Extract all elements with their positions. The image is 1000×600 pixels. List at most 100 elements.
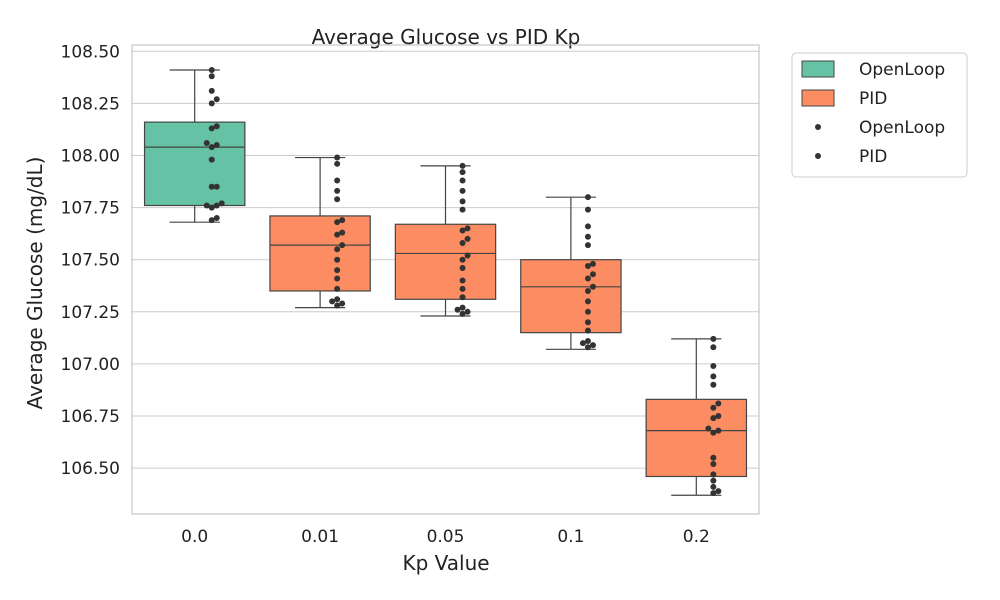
data-point xyxy=(715,413,722,420)
data-point xyxy=(464,235,471,242)
data-point xyxy=(213,123,220,130)
data-point xyxy=(459,240,466,247)
legend-marker xyxy=(815,153,821,159)
data-point xyxy=(208,204,215,211)
y-tick-label: 108.50 xyxy=(61,42,120,62)
box-0.01 xyxy=(269,156,371,309)
data-point xyxy=(715,400,722,407)
data-point xyxy=(208,144,215,151)
legend-label: OpenLoop xyxy=(859,60,945,80)
data-point xyxy=(334,296,341,303)
data-point xyxy=(710,404,717,411)
data-point xyxy=(459,256,466,263)
x-tick-label: 0.1 xyxy=(557,527,584,547)
data-point xyxy=(203,139,210,146)
data-point xyxy=(710,477,717,484)
data-point xyxy=(459,169,466,176)
data-point xyxy=(459,187,466,194)
data-point xyxy=(339,217,346,224)
y-tick-label: 108.00 xyxy=(61,146,120,166)
data-point xyxy=(579,340,586,347)
data-point xyxy=(459,177,466,184)
data-point xyxy=(584,223,591,230)
data-point xyxy=(208,156,215,163)
data-point xyxy=(334,267,341,274)
data-point xyxy=(589,283,596,290)
data-point xyxy=(584,298,591,305)
box-0.2 xyxy=(645,338,748,496)
data-point xyxy=(459,294,466,301)
data-point xyxy=(710,381,717,388)
box-body xyxy=(645,398,748,478)
legend-marker xyxy=(815,124,821,130)
data-point xyxy=(334,187,341,194)
data-point xyxy=(213,142,220,149)
data-point xyxy=(339,229,346,236)
plot-area: 106.50 106.75 107.00 107.25 107.50 107.75 108.… xyxy=(61,42,760,547)
data-point xyxy=(208,73,215,80)
x-tick-label: 0.01 xyxy=(301,527,339,547)
data-point xyxy=(710,335,717,342)
data-point xyxy=(334,219,341,226)
data-point xyxy=(334,256,341,263)
data-point xyxy=(584,287,591,294)
data-point xyxy=(584,242,591,249)
data-point xyxy=(213,202,220,209)
box-0.1 xyxy=(520,196,622,350)
data-point xyxy=(584,337,591,344)
data-point xyxy=(459,304,466,311)
data-point xyxy=(584,233,591,240)
x-tick-label: 0.2 xyxy=(683,527,710,547)
data-point xyxy=(334,231,341,238)
y-tick-label: 107.50 xyxy=(61,251,120,271)
y-tick-label: 107.25 xyxy=(61,303,120,323)
box-0.05 xyxy=(394,165,497,317)
x-axis-label: Kp Value xyxy=(402,551,489,575)
data-point xyxy=(208,67,215,74)
data-point xyxy=(715,427,722,434)
data-point xyxy=(208,87,215,94)
box-body xyxy=(143,121,246,207)
data-point xyxy=(213,215,220,222)
data-point xyxy=(710,344,717,351)
box-body xyxy=(520,259,622,334)
data-point xyxy=(459,285,466,292)
data-point xyxy=(584,206,591,213)
data-point xyxy=(334,196,341,203)
legend-swatch xyxy=(801,60,835,78)
data-point xyxy=(584,319,591,326)
y-axis-label: Average Glucose (mg/dL) xyxy=(23,157,47,410)
data-point xyxy=(459,162,466,169)
data-point xyxy=(710,490,717,497)
data-point xyxy=(213,96,220,103)
x-tick-label: 0.0 xyxy=(181,527,208,547)
data-point xyxy=(710,454,717,461)
legend-label: PID xyxy=(859,147,887,167)
data-point xyxy=(710,429,717,436)
data-point xyxy=(334,246,341,253)
data-point xyxy=(459,206,466,213)
data-point xyxy=(208,125,215,132)
y-tick-label: 106.75 xyxy=(61,407,120,427)
data-point xyxy=(589,271,596,278)
legend-label: PID xyxy=(859,89,887,109)
y-tick-label: 107.75 xyxy=(61,199,120,219)
data-point xyxy=(329,298,336,305)
data-point xyxy=(584,308,591,315)
plot-frame xyxy=(131,44,760,515)
legend-swatch xyxy=(801,89,835,107)
data-point xyxy=(459,265,466,272)
legend: OpenLoop PID OpenLoop PID xyxy=(791,52,968,178)
data-point xyxy=(464,308,471,315)
data-point xyxy=(710,471,717,478)
box-body xyxy=(269,215,371,292)
data-point xyxy=(454,306,461,313)
legend-label: OpenLoop xyxy=(859,118,945,138)
data-point xyxy=(218,200,225,207)
data-point xyxy=(584,327,591,334)
data-point xyxy=(334,285,341,292)
data-point xyxy=(464,252,471,259)
data-point xyxy=(459,277,466,284)
box-0.0 xyxy=(143,69,246,223)
